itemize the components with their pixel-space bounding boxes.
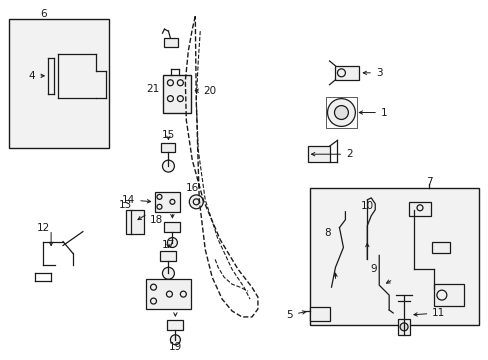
Text: 14: 14	[122, 195, 150, 205]
Text: 13: 13	[119, 200, 132, 210]
Text: 9: 9	[369, 264, 376, 274]
Circle shape	[399, 323, 407, 331]
Circle shape	[162, 160, 174, 172]
Circle shape	[334, 105, 347, 120]
Text: 6: 6	[40, 9, 46, 19]
Bar	[163, 75, 191, 113]
Bar	[408, 202, 430, 216]
Text: 8: 8	[324, 228, 330, 238]
Bar	[164, 222, 180, 231]
Bar	[397, 319, 409, 335]
Bar	[431, 242, 449, 253]
Bar	[325, 96, 357, 129]
Circle shape	[327, 99, 355, 126]
Bar	[335, 66, 359, 80]
Text: 21: 21	[145, 84, 159, 94]
Text: 10: 10	[360, 201, 373, 211]
Bar	[145, 279, 191, 309]
Text: 3: 3	[363, 68, 382, 78]
Text: 11: 11	[413, 308, 445, 318]
Bar	[307, 146, 329, 162]
Text: 16: 16	[185, 183, 199, 193]
Bar	[164, 38, 178, 47]
Text: 19: 19	[168, 342, 182, 352]
Text: 15: 15	[162, 130, 175, 140]
Text: 7: 7	[425, 177, 431, 187]
Bar	[433, 284, 463, 306]
Bar	[154, 192, 180, 212]
Bar	[160, 251, 176, 261]
Circle shape	[162, 267, 174, 279]
Text: 17: 17	[162, 240, 175, 251]
Bar	[125, 210, 143, 234]
Bar	[167, 320, 183, 330]
Text: 12: 12	[37, 222, 50, 233]
Bar	[309, 307, 329, 321]
Bar	[9, 19, 108, 148]
Text: 1: 1	[359, 108, 386, 117]
Text: 5: 5	[286, 310, 305, 320]
Circle shape	[167, 238, 177, 247]
Text: 4: 4	[29, 71, 44, 81]
Text: 20: 20	[195, 86, 216, 96]
Circle shape	[170, 335, 180, 345]
Text: 2: 2	[311, 149, 352, 159]
Text: 18: 18	[149, 215, 163, 225]
Circle shape	[189, 195, 203, 209]
Bar	[309, 188, 478, 325]
Bar	[161, 143, 175, 152]
